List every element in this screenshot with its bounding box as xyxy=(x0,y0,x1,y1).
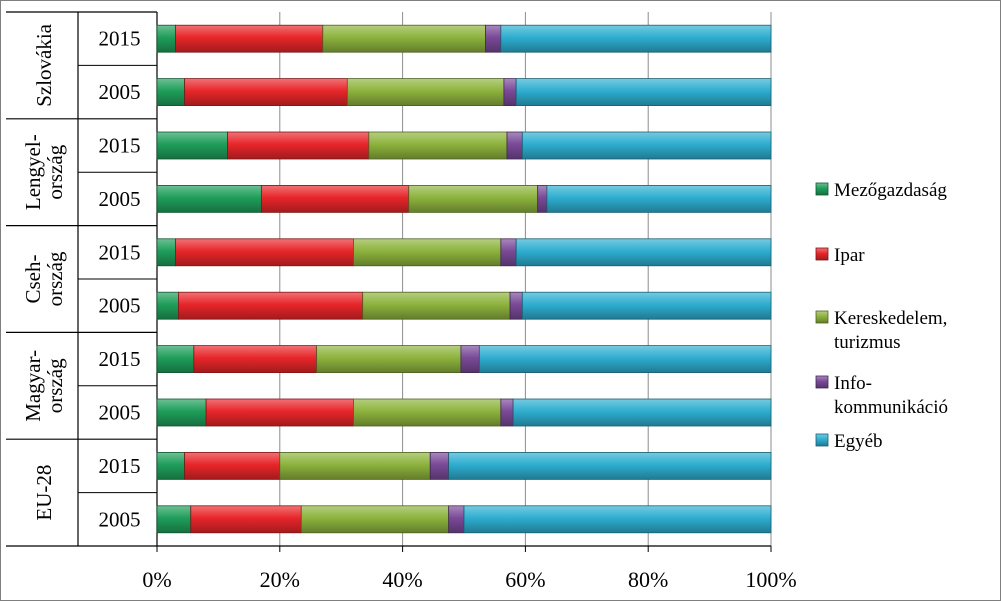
category-label: 2015 xyxy=(99,347,141,371)
bar-segment xyxy=(156,345,195,374)
category-label: 2005 xyxy=(99,187,141,211)
bar-segment xyxy=(353,398,502,427)
legend-swatch xyxy=(815,182,829,196)
bar-segment xyxy=(515,238,772,267)
bar-segment xyxy=(184,78,348,106)
legend-label: Ipar xyxy=(834,245,865,266)
bar-segment xyxy=(485,24,502,53)
bar-segment xyxy=(506,131,523,160)
bar-segment xyxy=(316,345,462,374)
legend-swatch xyxy=(815,375,829,389)
x-tick-label: 40% xyxy=(382,567,422,592)
bar-segment xyxy=(193,345,318,374)
x-tick-label: 60% xyxy=(505,567,545,592)
legend-label: Mezőgazdaság xyxy=(834,180,947,201)
bar-segment xyxy=(368,131,508,160)
bar-segment xyxy=(478,345,772,374)
bar-segment xyxy=(362,291,511,320)
category-label: 2015 xyxy=(99,240,141,264)
category-label: 2005 xyxy=(99,80,141,104)
bar-segment xyxy=(190,505,302,534)
bar-segment xyxy=(503,78,517,106)
category-label: 2015 xyxy=(99,134,141,158)
group-label: Cseh-ország xyxy=(21,251,67,306)
group-label: EU-28 xyxy=(32,465,56,521)
bar-segment xyxy=(156,398,207,427)
bar-segment xyxy=(156,451,186,480)
bar-segment xyxy=(156,78,186,106)
bar-segment xyxy=(408,184,539,213)
legend-swatch xyxy=(815,247,829,261)
bar-segment xyxy=(346,78,505,106)
bar-segment xyxy=(322,24,486,53)
bar-segment xyxy=(227,131,370,160)
bar-segment xyxy=(260,184,410,213)
category-label: 2005 xyxy=(99,507,141,531)
bar-segment xyxy=(460,345,480,374)
x-tick-label: 100% xyxy=(745,567,796,592)
x-tick-label: 0% xyxy=(142,567,171,592)
legend-label: Kereskedelem, turizmus xyxy=(834,308,947,353)
bar-segment xyxy=(463,505,772,534)
category-label: 2005 xyxy=(99,294,141,318)
group-label: Lengyel-ország xyxy=(21,134,67,210)
bar-segment xyxy=(521,291,772,320)
bar-segment xyxy=(156,238,176,267)
x-tick-label: 20% xyxy=(260,567,300,592)
bar-segment xyxy=(537,184,548,213)
bar-segment xyxy=(156,184,262,213)
bar-segment xyxy=(156,131,229,160)
legend-label: Info-kommunikáció xyxy=(834,373,948,418)
bar-segment xyxy=(509,291,523,320)
bar-segment xyxy=(448,451,772,480)
bar-segment xyxy=(500,24,772,53)
bar-segment xyxy=(515,78,772,106)
bar-segment xyxy=(156,505,192,534)
legend-label: Egyéb xyxy=(834,431,883,452)
category-label: 2015 xyxy=(99,27,141,51)
bar-segment xyxy=(546,184,772,213)
bar-segment xyxy=(448,505,465,534)
bar-segment xyxy=(156,24,176,53)
x-tick-label: 80% xyxy=(628,567,668,592)
bar-segment xyxy=(156,291,179,320)
bar-segment xyxy=(429,451,450,480)
group-label: Magyar-ország xyxy=(21,350,67,422)
legend-swatch xyxy=(815,310,829,324)
category-label: 2005 xyxy=(99,401,141,425)
group-label: Szlovákia xyxy=(32,23,56,106)
bar-segment xyxy=(184,451,281,480)
bar-segment xyxy=(512,398,772,427)
bar-segment xyxy=(279,451,431,480)
bar-segment xyxy=(521,131,772,160)
bar-segment xyxy=(353,238,502,267)
bar-segment xyxy=(500,398,514,427)
category-label: 2015 xyxy=(99,454,141,478)
bar-segment xyxy=(300,505,450,534)
bar-segment xyxy=(178,291,364,320)
bar-segment xyxy=(175,238,354,267)
bar-segment xyxy=(205,398,354,427)
bar-segment xyxy=(500,238,517,267)
legend-swatch xyxy=(815,433,829,447)
bar-segment xyxy=(175,24,324,53)
